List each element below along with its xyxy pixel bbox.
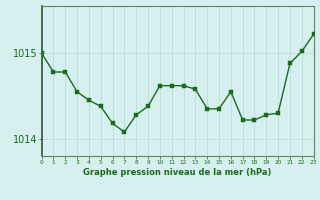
X-axis label: Graphe pression niveau de la mer (hPa): Graphe pression niveau de la mer (hPa) — [84, 168, 272, 177]
